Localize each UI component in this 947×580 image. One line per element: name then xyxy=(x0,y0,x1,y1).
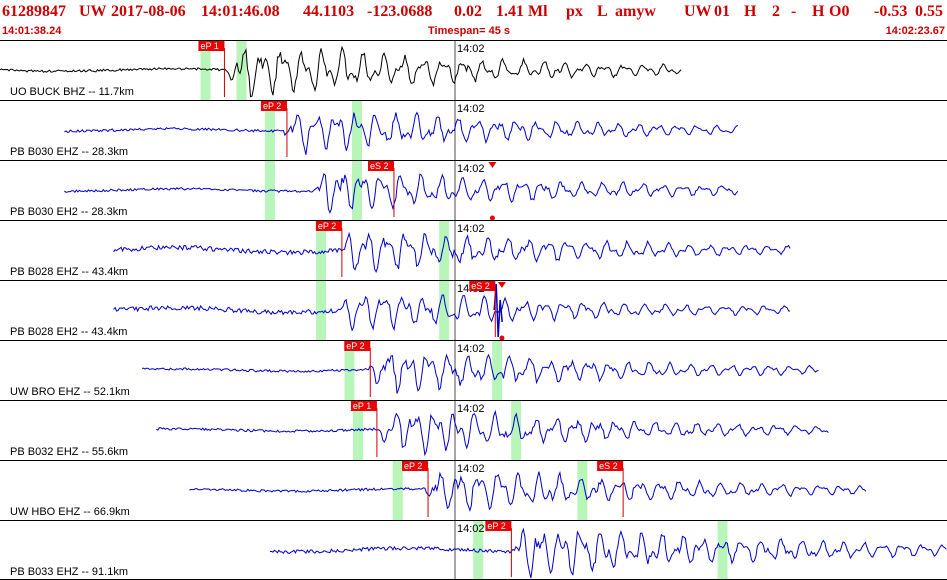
pick-window xyxy=(352,161,363,220)
pick-window xyxy=(717,521,728,580)
marker-dot-bottom xyxy=(499,335,505,341)
pick-window xyxy=(439,221,450,280)
event-field-1: 01 xyxy=(714,3,730,20)
pick-flag-label: eS 2 xyxy=(599,461,618,471)
pick-flag-label: eS 2 xyxy=(471,281,490,291)
start-time: 14:01:38.24 xyxy=(2,25,62,37)
station-label: PB B030 EHZ -- 28.3km xyxy=(10,146,128,158)
event-type: px xyxy=(566,3,583,20)
event-field-3: 2 xyxy=(772,3,780,20)
station-label: PB B028 EH2 -- 43.4km xyxy=(10,326,127,338)
waveform-trace[interactable] xyxy=(113,294,791,332)
waveform-trace[interactable] xyxy=(64,111,739,155)
end-time: 14:02:23.67 xyxy=(885,25,945,37)
pick-window xyxy=(392,461,403,520)
event-field-6: O0 xyxy=(829,3,850,20)
pick-flag[interactable] xyxy=(350,401,377,411)
pick-flag-label: eP 2 xyxy=(318,221,336,231)
event-value-2: 0.55 xyxy=(915,3,943,20)
marker-triangle-top xyxy=(488,162,497,168)
event-field-4: - xyxy=(791,3,797,20)
time-tick-label: 14:02 xyxy=(457,103,485,115)
pick-window xyxy=(352,101,363,160)
pick-flag[interactable] xyxy=(367,161,394,171)
pick-flag[interactable] xyxy=(597,461,624,471)
waveform-trace[interactable] xyxy=(113,231,791,274)
station-label: PB B032 EHZ -- 55.6km xyxy=(10,446,128,458)
event-depth: 0.02 xyxy=(454,3,482,20)
event-user: amyw xyxy=(615,3,656,20)
station-label: PB B028 EHZ -- 43.4km xyxy=(10,266,128,278)
pick-flag[interactable] xyxy=(485,521,512,531)
pick-window xyxy=(264,101,275,160)
pick-flag-label: eP 2 xyxy=(346,341,364,351)
pick-flag[interactable] xyxy=(469,281,496,291)
pick-flag-label: eP 2 xyxy=(404,461,422,471)
event-latitude: 44.1103 xyxy=(303,3,355,20)
pick-flag[interactable] xyxy=(315,221,342,231)
waveform-trace[interactable] xyxy=(269,527,947,579)
time-tick-label: 14:02 xyxy=(457,43,485,55)
event-date: 2017-08-06 xyxy=(111,3,186,20)
time-tick-label: 14:02 xyxy=(457,223,485,235)
event-field-2: H xyxy=(744,3,757,20)
timespan: Timespan= 45 s xyxy=(428,25,511,37)
pick-window xyxy=(439,281,450,340)
pick-flag-label: eP 1 xyxy=(200,41,218,51)
station-label: PB B033 EHZ -- 91.1km xyxy=(10,566,128,578)
pick-flag[interactable] xyxy=(344,341,371,351)
event-value-1: -0.53 xyxy=(874,3,908,20)
pick-window xyxy=(200,41,211,100)
station-label: UW BRO EHZ -- 52.1km xyxy=(10,386,130,398)
pick-window xyxy=(492,341,503,400)
waveform-trace[interactable] xyxy=(156,409,829,457)
event-time: 14:01:46.08 xyxy=(201,3,280,20)
waveform-trace[interactable] xyxy=(142,353,819,394)
pick-window xyxy=(352,401,363,460)
pick-window xyxy=(316,221,327,280)
event-network: UW xyxy=(79,3,107,20)
event-state: L xyxy=(597,3,608,20)
time-tick-label: 14:02 xyxy=(457,343,485,355)
event-header: 61289847 UW 2017-08-06 14:01:46.08 44.11… xyxy=(0,0,947,40)
time-tick-label: 14:02 xyxy=(457,463,485,475)
station-label: PB B030 EH2 -- 28.3km xyxy=(10,206,127,218)
pick-flag-label: eP 2 xyxy=(263,101,281,111)
event-id: 61289847 xyxy=(2,3,66,20)
station-label: UW HBO EHZ -- 66.9km xyxy=(10,506,130,518)
waveform-trace[interactable] xyxy=(64,173,739,214)
event-network-2: UW xyxy=(684,3,712,20)
time-tick-label: 14:02 xyxy=(457,403,485,415)
pick-window xyxy=(577,461,588,520)
pick-window xyxy=(511,401,522,460)
marker-triangle-top xyxy=(497,282,506,288)
marker-dot-bottom xyxy=(489,215,495,221)
pick-window xyxy=(236,41,247,100)
event-magnitude: 1.41 Ml xyxy=(496,3,548,20)
waveform-trace[interactable] xyxy=(189,470,867,513)
event-field-5: H xyxy=(812,3,825,20)
pick-flag-label: eS 2 xyxy=(370,161,389,171)
pick-flag-label: eP 2 xyxy=(487,521,505,531)
pick-window xyxy=(316,281,327,340)
time-tick-label: 14:02 xyxy=(457,523,485,535)
pick-flag-label: eP 1 xyxy=(353,401,371,411)
pick-flag[interactable] xyxy=(402,461,429,471)
pick-flag[interactable] xyxy=(260,101,287,111)
waveform-trace[interactable] xyxy=(0,45,682,98)
station-label: UO BUCK BHZ -- 11.7km xyxy=(10,86,134,98)
pick-window xyxy=(473,521,484,580)
pick-flag[interactable] xyxy=(198,41,225,51)
time-tick-label: 14:02 xyxy=(457,163,485,175)
event-longitude: -123.0688 xyxy=(367,3,433,20)
